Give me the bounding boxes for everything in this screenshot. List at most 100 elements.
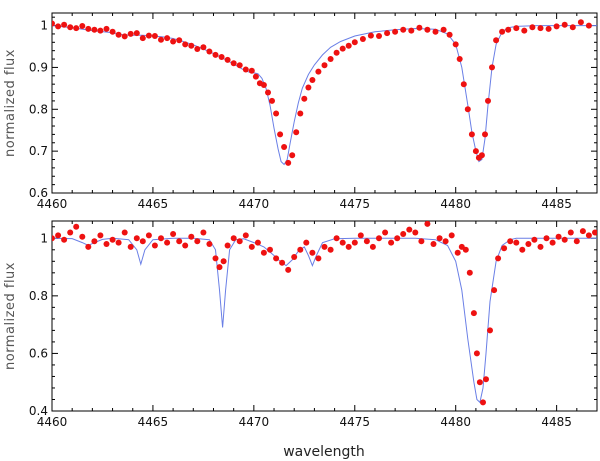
bottom-data-point <box>351 239 358 246</box>
top-data-point <box>321 62 328 69</box>
bottom-data-point <box>133 235 140 242</box>
top-x-tick-label: 4460 <box>37 197 68 211</box>
top-data-point <box>103 25 110 32</box>
top-data-point <box>277 131 284 138</box>
bottom-y-tick-label: 0.8 <box>29 289 48 303</box>
top-data-point <box>224 56 231 63</box>
top-data-point <box>293 129 300 136</box>
top-data-point <box>585 22 592 29</box>
top-x-tick-label: 4475 <box>340 197 371 211</box>
top-data-point <box>170 38 177 45</box>
top-data-point <box>91 26 98 33</box>
bottom-data-point <box>476 379 483 386</box>
bottom-data-point <box>448 232 455 239</box>
bottom-data-point <box>285 266 292 273</box>
bottom-data-point <box>273 255 280 262</box>
bottom-data-point <box>537 243 544 250</box>
top-data-point <box>493 37 500 44</box>
top-y-tick-label: 0.7 <box>29 144 48 158</box>
bottom-x-tick-label: 4475 <box>340 415 371 429</box>
bottom-data-point <box>388 239 395 246</box>
top-data-point <box>230 60 237 67</box>
bottom-data-point <box>519 246 526 253</box>
bottom-data-point <box>67 229 74 236</box>
top-data-point <box>327 56 334 62</box>
top-data-point <box>115 31 122 38</box>
bottom-data-point <box>454 249 461 256</box>
top-data-point <box>85 25 92 32</box>
top-data-point <box>537 25 544 32</box>
bottom-data-point <box>470 310 477 317</box>
bottom-data-point <box>242 232 249 239</box>
top-data-point <box>164 35 171 42</box>
bottom-data-point <box>164 239 171 246</box>
bottom-data-point <box>543 235 550 242</box>
top-data-point <box>408 27 415 34</box>
bottom-data-point <box>291 254 298 260</box>
bottom-x-tick-label: 4470 <box>239 415 270 429</box>
top-data-point <box>73 25 80 32</box>
bottom-data-point <box>230 235 237 242</box>
top-x-tick-label: 4465 <box>138 197 169 211</box>
bottom-data-point <box>345 243 352 250</box>
top-y-tick-label: 0.6 <box>29 186 48 200</box>
bottom-data-point <box>327 246 334 253</box>
bottom-data-point <box>97 232 104 239</box>
top-data-point <box>200 44 207 51</box>
bottom-data-point <box>139 238 146 245</box>
top-data-point <box>339 45 346 52</box>
bottom-data-point <box>442 238 449 245</box>
bottom-data-point <box>400 231 407 237</box>
top-data-point <box>212 51 219 58</box>
top-data-point <box>472 148 479 155</box>
bottom-data-point <box>61 236 68 243</box>
bottom-data-point <box>115 239 122 246</box>
top-data-point <box>79 23 86 29</box>
bottom-y-tick-label: 1 <box>40 231 48 245</box>
bottom-data-point <box>188 233 195 240</box>
top-x-tick-label: 4480 <box>440 197 471 211</box>
top-data-point <box>281 144 288 150</box>
bottom-data-point <box>376 235 382 242</box>
bottom-data-point <box>466 269 473 276</box>
top-panel-ticks <box>51 13 598 194</box>
bottom-data-point <box>339 239 346 246</box>
top-y-tick-label: 0.9 <box>29 60 48 74</box>
bottom-model-line <box>52 237 597 404</box>
bottom-data-point <box>436 235 443 242</box>
top-data-point <box>309 77 316 83</box>
bottom-data-point <box>430 241 437 247</box>
top-data-point <box>269 97 275 104</box>
top-data-point <box>577 19 584 26</box>
bottom-data-point <box>394 235 401 242</box>
bottom-panel-tick-labels: 4460 4465 4470 4475 4480 4485 0.4 0.6 0.8 1 <box>29 231 572 429</box>
bottom-panel: 4460 4465 4470 4475 4480 4485 0.4 0.6 0.8 1 norma… <box>3 220 598 460</box>
top-data-point <box>400 26 407 33</box>
bottom-data-point <box>567 229 574 236</box>
top-data-point <box>499 28 506 35</box>
top-data-point <box>529 24 536 31</box>
bottom-data-point <box>480 399 486 406</box>
x-axis-label: wavelength <box>283 444 365 460</box>
bottom-panel-plot-area <box>52 221 597 406</box>
top-panel-tick-labels: 4460 4465 4470 4475 4480 4485 0.6 0.7 0.8 0.9 1 <box>29 19 572 211</box>
top-data-point <box>273 110 280 117</box>
bottom-data-point <box>206 241 213 247</box>
bottom-y-tick-label: 0.6 <box>29 346 48 360</box>
top-data-point <box>553 23 560 30</box>
bottom-data-point <box>260 249 267 256</box>
top-data-point <box>432 28 439 35</box>
bottom-data-point <box>462 246 469 253</box>
bottom-data-point <box>182 242 189 249</box>
bottom-data-point <box>487 327 493 334</box>
bottom-data-point <box>309 249 316 256</box>
bottom-data-point <box>412 229 419 236</box>
top-data-point <box>97 27 104 34</box>
bottom-data-point <box>473 350 480 357</box>
top-data-point <box>52 20 55 27</box>
top-data-point <box>133 30 140 37</box>
top-data-point <box>505 26 512 33</box>
top-data-point <box>265 89 271 96</box>
top-data-point <box>285 159 292 166</box>
bottom-data-point <box>91 238 98 245</box>
